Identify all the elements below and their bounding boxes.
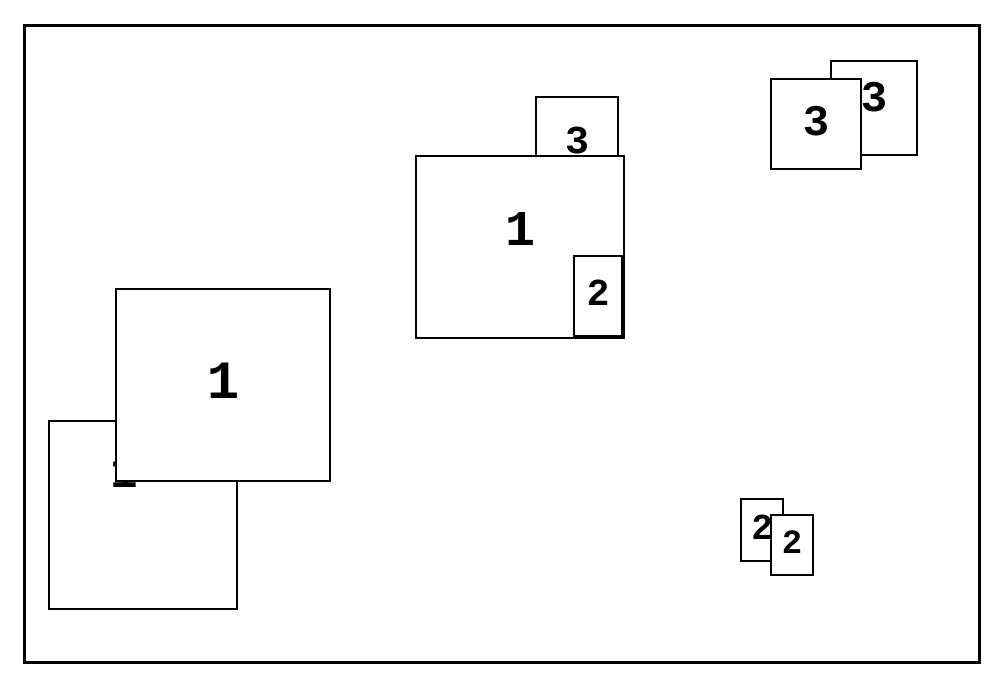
diagram-box: 2 [573,255,623,337]
diagram-box-label: 2 [587,277,610,315]
diagram-box-label: 3 [803,102,829,146]
diagram-box-label: 3 [861,78,887,122]
diagram-box: 1 [115,288,331,482]
diagram-box: 2 [770,514,814,576]
diagram-box-label: 1 [505,208,535,258]
diagram-box-label: 1 [207,358,239,412]
diagram-box: 3 [770,78,862,170]
diagram-box-label: 2 [782,528,802,562]
